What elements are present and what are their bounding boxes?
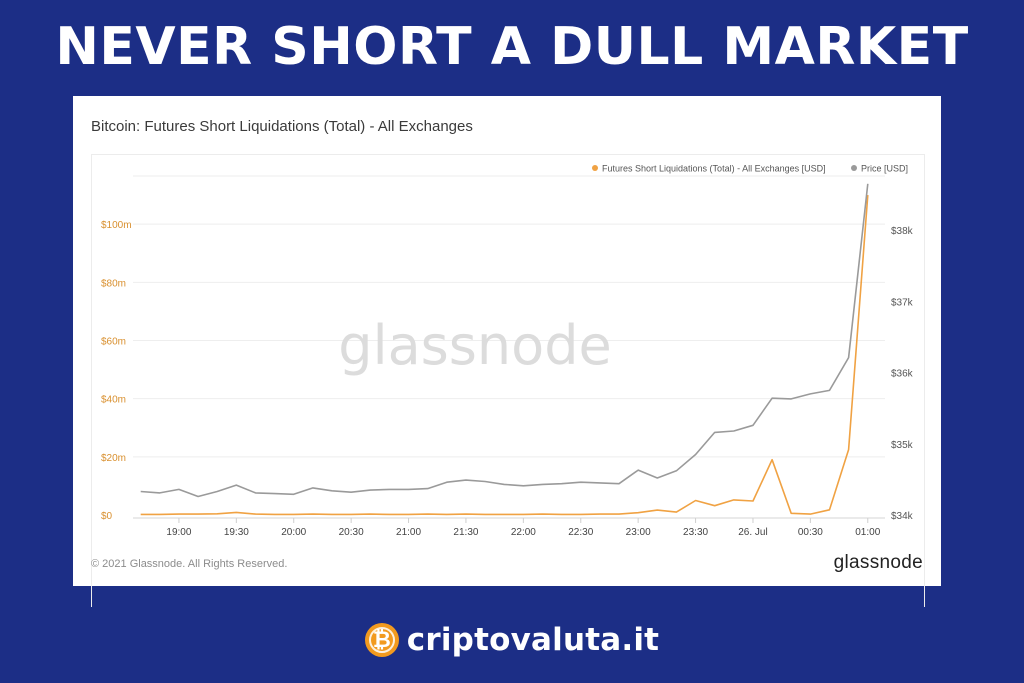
y-left-tick-label: $100m	[101, 220, 132, 231]
legend-label-liquidations[interactable]: Futures Short Liquidations (Total) - All…	[602, 164, 826, 174]
copyright-text: © 2021 Glassnode. All Rights Reserved.	[91, 558, 288, 570]
y-left-tick-label: $60m	[101, 337, 126, 348]
brand-footer: ₿ criptovaluta.it	[0, 618, 1024, 662]
brand-name: criptovaluta.it	[406, 622, 660, 658]
x-tick-label: 19:30	[224, 527, 249, 538]
x-tick-label: 23:30	[683, 527, 708, 538]
grid-lines	[133, 175, 885, 458]
y-right-tick-label: $36k	[891, 369, 914, 380]
y-right-tick-label: $34k	[891, 511, 914, 522]
x-tick-label: 23:00	[626, 527, 651, 538]
y-right-tick-label: $38k	[891, 226, 914, 237]
x-tick-label: 26. Jul	[738, 527, 767, 538]
glassnode-logo: glassnode	[833, 552, 923, 573]
x-tick-label: 00:30	[798, 527, 823, 538]
y-left-tick-label: $80m	[101, 278, 126, 289]
x-tick-label: 19:00	[166, 527, 191, 538]
legend: Futures Short Liquidations (Total) - All…	[592, 164, 908, 174]
x-tick-label: 20:00	[281, 527, 306, 538]
legend-marker-price	[851, 165, 857, 171]
headline: NEVER SHORT A DULL MARKET	[55, 17, 969, 77]
series-lines	[140, 183, 869, 516]
x-tick-label: 22:00	[511, 527, 536, 538]
x-tick-label: 22:30	[568, 527, 593, 538]
y-left-tick-label: $20m	[101, 453, 126, 464]
y-left-tick-label: $0	[101, 511, 113, 522]
x-tick-label: 21:30	[453, 527, 478, 538]
bitcoin-coin-icon: ₿	[364, 623, 399, 657]
chart-title: Bitcoin: Futures Short Liquidations (Tot…	[91, 118, 473, 135]
y-right-tick-label: $35k	[891, 440, 914, 451]
chart-svg: glassnode $0$20m$40m$60m$80m$100m $34k$3…	[101, 164, 914, 539]
price-line	[140, 183, 869, 498]
legend-label-price[interactable]: Price [USD]	[861, 164, 908, 174]
plot-frame	[91, 154, 925, 607]
legend-marker-liquidations	[592, 165, 598, 171]
y-left-tick-label: $40m	[101, 395, 126, 406]
liquidations-line	[140, 195, 869, 516]
x-tick-label: 20:30	[339, 527, 364, 538]
watermark-text: glassnode	[338, 314, 611, 377]
x-tick-label: 21:00	[396, 527, 421, 538]
y-axis-left: $0 $20m $40m $60m $80m $100m	[101, 220, 132, 522]
y-right-tick-label: $37k	[891, 297, 914, 308]
y-axis-right: $34k $35k $36k $37k $38k	[891, 226, 914, 522]
chart-card: Bitcoin: Futures Short Liquidations (Tot…	[73, 96, 941, 607]
x-axis: 19:00 19:30 20:00 20:30 21:00 21:30 22:00 22:30…	[133, 517, 885, 538]
x-tick-label: 01:00	[855, 527, 880, 538]
